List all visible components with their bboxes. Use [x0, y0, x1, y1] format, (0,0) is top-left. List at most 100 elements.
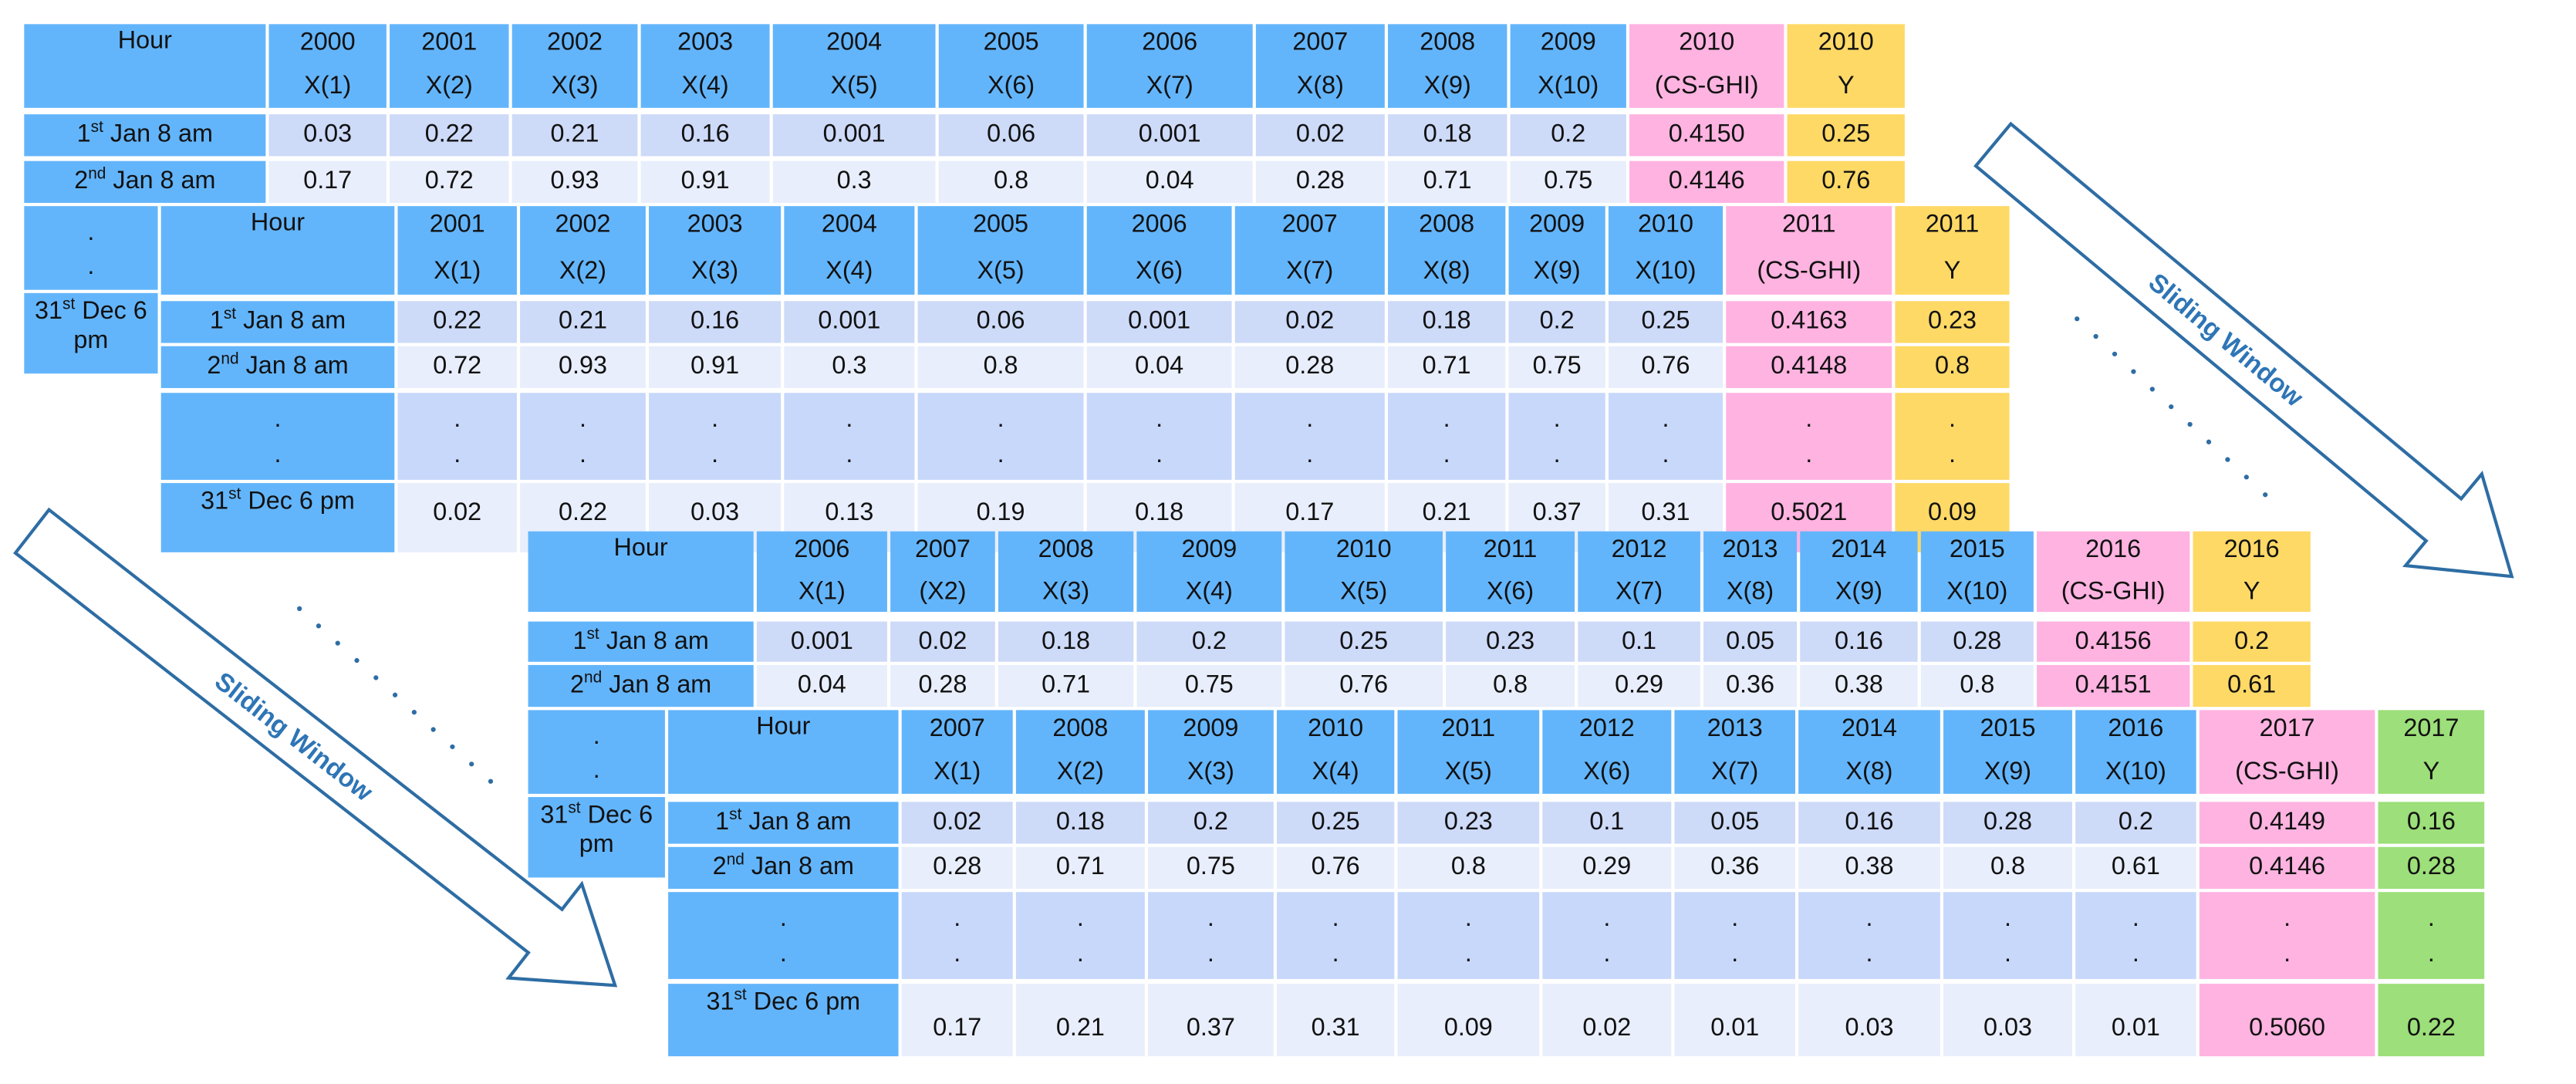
table-cell: 0.18 — [1015, 802, 1145, 844]
time: Dec 6 pm — [73, 298, 147, 355]
ordinal-suffix: st — [62, 295, 76, 314]
cell-value: 0.25 — [1311, 808, 1360, 836]
header-year: 2002 X(2) — [520, 206, 646, 295]
header-year: 2007 X(1) — [901, 710, 1013, 794]
variable-label: X(3) — [1187, 758, 1234, 786]
cell-value: 0.91 — [680, 167, 730, 195]
table-cell: .. — [1086, 393, 1232, 480]
cell-value: 0.2 — [1191, 626, 1227, 655]
sliding-window-label: Sliding Window — [209, 667, 378, 807]
table-cell: 0.21 — [1015, 984, 1145, 1057]
year-label: 2015 — [1949, 535, 2005, 564]
year-label: 2017 — [2259, 714, 2315, 743]
year-label: 2011 — [1483, 535, 1538, 564]
table-cell: 0.01 — [2075, 984, 2196, 1057]
row-hour-label: 31st Dec 6 pm — [24, 292, 158, 374]
table-cell: 0.4150 — [1629, 114, 1784, 157]
cell-value: 0.04 — [797, 671, 846, 699]
variable-label: X(3) — [1042, 578, 1090, 606]
row-hour-label: 31st Dec 6 pm — [668, 984, 899, 1057]
dot: . — [1603, 940, 1611, 967]
row-hour-label: 1st Jan 8 am — [24, 114, 266, 157]
header-year: 2008 X(9) — [1387, 24, 1507, 108]
year-label: 2007 — [1281, 211, 1338, 238]
table-cell: 0.22 — [2378, 984, 2485, 1057]
dot: . — [1156, 441, 1163, 468]
cell-value: 0.16 — [690, 307, 740, 336]
cell-value: 0.19 — [976, 498, 1025, 527]
table-cell: 0.001 — [1086, 301, 1232, 343]
year-label: 2006 — [794, 535, 850, 564]
table-cell: 0.23 — [1397, 802, 1540, 844]
table-cell: 0.28 — [901, 846, 1013, 890]
variable-label: (CS-GHI) — [2061, 578, 2166, 606]
cell-value: 0.22 — [424, 120, 474, 149]
cell-value: 0.4146 — [1668, 167, 1745, 195]
dot: . — [1306, 441, 1314, 468]
table-cell: 0.001 — [772, 114, 936, 157]
cell-value: 0.21 — [550, 120, 599, 149]
dot: . — [997, 406, 1004, 434]
cell-value: 0.3 — [832, 353, 867, 380]
year-label: 2013 — [1722, 535, 1778, 564]
dot: . — [274, 406, 282, 434]
cell-value: 0.28 — [1983, 808, 2032, 836]
cell-value: 0.06 — [976, 307, 1025, 336]
year-label: 2017 — [2403, 714, 2460, 743]
header-cs-ghi: 2017 (CS-GHI) — [2199, 710, 2375, 794]
variable-label: X(2) — [425, 72, 473, 100]
table-cell: 0.28 — [1920, 621, 2034, 662]
variable-label: X(8) — [1845, 758, 1893, 786]
table-cell: 0.8 — [1943, 846, 2072, 890]
time: Jan 8 am — [236, 307, 346, 336]
day: 1 — [76, 120, 91, 149]
variable-label: X(2) — [559, 256, 607, 285]
cell-value: 0.02 — [1295, 120, 1345, 149]
table-cell: 0.36 — [1703, 664, 1798, 707]
table-cell: 0.76 — [1276, 846, 1395, 890]
table-cell: 0.93 — [511, 160, 638, 203]
table-cell: 0.29 — [1578, 664, 1700, 707]
cell-value: 0.61 — [2227, 671, 2277, 699]
header-year: 2006 X(7) — [1086, 24, 1253, 108]
variable-label: X(7) — [1711, 758, 1759, 786]
cell-value: 0.38 — [1834, 671, 1883, 699]
cell-value: 0.23 — [1486, 626, 1535, 655]
cell-value: 0.03 — [303, 120, 353, 149]
cell-value: 0.25 — [1821, 120, 1871, 149]
hour-label: Hour — [613, 534, 668, 562]
dot: . — [2132, 940, 2139, 967]
cell-value: 0.25 — [1641, 307, 1690, 336]
table-cell: 0.25 — [1276, 802, 1395, 844]
cell-value: 0.8 — [994, 167, 1029, 195]
cell-value: 0.28 — [933, 853, 982, 881]
year-label: 2004 — [826, 29, 883, 57]
variable-label: X(3) — [551, 72, 599, 100]
dot: . — [1553, 441, 1561, 468]
table-cell: 0.71 — [1015, 846, 1145, 890]
variable-label: X(5) — [1340, 578, 1388, 606]
hour-text: 2nd Jan 8 am — [24, 167, 265, 197]
table-cell: 0.38 — [1798, 846, 1940, 890]
dot: . — [593, 722, 600, 751]
header-year: 2005 X(5) — [917, 206, 1084, 295]
table-cell: 0.18 — [1387, 301, 1506, 343]
year-label: 2001 — [421, 29, 478, 57]
table-cell: .. — [2199, 892, 2375, 979]
dot: . — [1443, 406, 1450, 434]
year-label: 2010 — [1679, 29, 1735, 57]
header-year: 2007 X(7) — [1234, 206, 1385, 295]
dot: . — [2427, 940, 2435, 967]
variable-label: X(6) — [1583, 758, 1631, 786]
table-cell: 0.28 — [1943, 802, 2072, 844]
cell-value: 0.21 — [558, 307, 607, 336]
table-cell: 0.4146 — [2199, 846, 2375, 890]
table-cell: 0.8 — [1397, 846, 1540, 890]
table-cell: 0.16 — [649, 301, 782, 343]
variable-label: X(3) — [691, 256, 739, 285]
table-cell: 0.22 — [390, 114, 509, 157]
table-cell: .. — [1726, 393, 1892, 480]
cell-value: 0.8 — [1990, 853, 2025, 881]
hour-label: Hour — [756, 713, 811, 741]
table-cell: 0.3 — [772, 160, 936, 203]
